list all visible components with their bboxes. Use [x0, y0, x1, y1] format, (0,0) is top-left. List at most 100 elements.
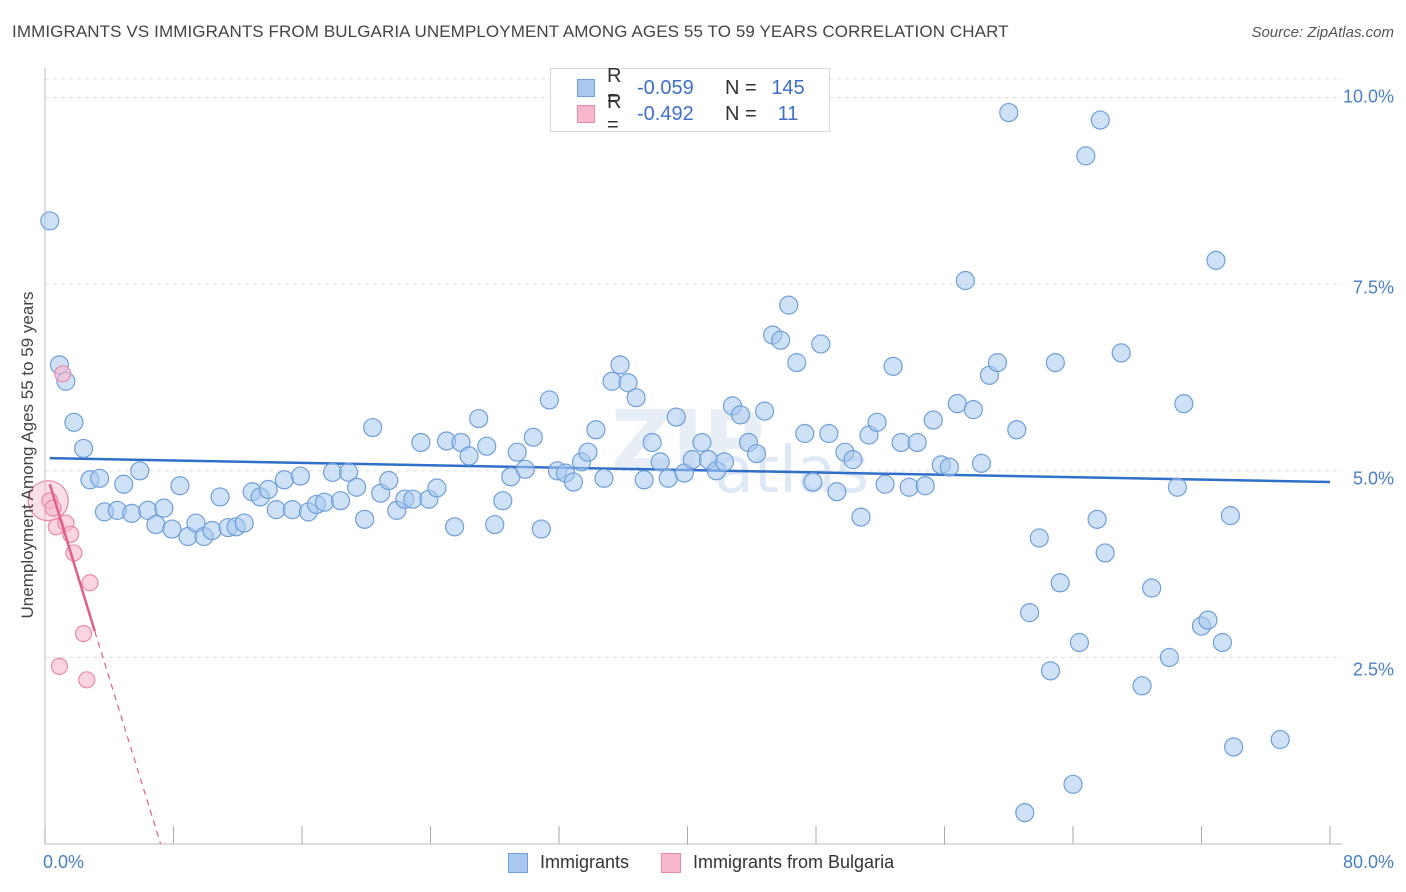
r-label: R = — [607, 65, 622, 110]
data-point-bulgaria — [50, 657, 69, 675]
data-point-immigrants — [485, 514, 505, 535]
data-point-immigrants — [642, 432, 662, 453]
data-point-bulgaria — [54, 365, 72, 383]
data-point-immigrants — [355, 509, 375, 529]
data-point-immigrants — [987, 353, 1008, 373]
data-point-immigrants — [1220, 506, 1241, 526]
data-point-immigrants — [1212, 632, 1232, 653]
data-point-immigrants — [1132, 676, 1152, 696]
data-point-immigrants — [779, 295, 799, 315]
x-tick-label: 80.0% — [1342, 852, 1394, 872]
y-axis-label: Unemployment Among Ages 55 to 59 years — [18, 291, 37, 619]
data-point-immigrants — [1069, 632, 1090, 653]
data-point-immigrants — [330, 491, 351, 511]
series-immigrants-bulgaria — [27, 365, 99, 689]
data-point-immigrants — [578, 442, 598, 462]
data-point-immigrants — [867, 412, 887, 432]
data-point-immigrants — [811, 334, 831, 354]
data-point-immigrants — [626, 388, 646, 408]
legend-item-bulgaria[interactable]: Immigrants from Bulgaria — [661, 852, 894, 873]
legend-swatch-pink — [577, 105, 595, 123]
legend-swatch-pink — [661, 852, 682, 873]
data-point-immigrants — [1040, 661, 1061, 681]
data-point-immigrants — [64, 412, 84, 432]
data-point-immigrants — [73, 438, 94, 459]
data-point-immigrants — [363, 417, 383, 438]
data-point-immigrants — [714, 452, 735, 472]
data-point-immigrants — [883, 356, 903, 376]
data-point-immigrants — [771, 330, 791, 350]
data-point-immigrants — [314, 492, 335, 512]
data-point-immigrants — [658, 468, 678, 488]
data-point-immigrants — [586, 420, 606, 440]
data-point-immigrants — [170, 476, 190, 496]
trend-line-bulgaria-extension — [94, 631, 162, 845]
data-point-immigrants — [282, 500, 302, 520]
data-point-immigrants — [162, 519, 182, 539]
data-point-immigrants — [843, 450, 863, 470]
data-point-immigrants — [379, 470, 399, 491]
y-tick-label: 10.0% — [1342, 86, 1394, 107]
data-point-immigrants — [692, 432, 712, 453]
legend-label: Immigrants from Bulgaria — [693, 852, 895, 872]
data-point-immigrants — [594, 468, 614, 488]
data-point-immigrants — [746, 444, 767, 464]
x-tick-label: 0.0% — [43, 852, 85, 872]
data-point-immigrants — [210, 487, 230, 507]
data-point-immigrants — [939, 457, 959, 477]
r-value: -0.492 — [637, 102, 694, 125]
data-point-immigrants — [682, 450, 702, 470]
data-point-immigrants — [114, 474, 134, 494]
data-point-immigrants — [1270, 729, 1290, 750]
data-point-immigrants — [130, 461, 150, 481]
legend-item-immigrants[interactable]: Immigrants — [508, 852, 629, 873]
series-immigrants — [40, 102, 1290, 823]
legend-swatch-blue — [508, 852, 528, 873]
data-point-immigrants — [539, 390, 559, 410]
data-point-immigrants — [907, 432, 927, 453]
data-point-immigrants — [1142, 578, 1162, 598]
data-point-immigrants — [947, 394, 967, 414]
data-point-immigrants — [1174, 394, 1194, 414]
data-point-immigrants — [459, 446, 479, 466]
data-point-immigrants — [1159, 647, 1179, 668]
source-label: Source: ZipAtlas.com — [1251, 24, 1394, 41]
data-point-immigrants — [90, 468, 110, 488]
data-point-immigrants — [427, 478, 447, 498]
data-point-immigrants — [274, 470, 294, 490]
data-point-immigrants — [322, 462, 343, 482]
data-point-immigrants — [963, 400, 984, 420]
data-point-immigrants — [819, 423, 839, 444]
data-point-immigrants — [803, 472, 823, 492]
data-point-immigrants — [154, 498, 174, 518]
data-point-immigrants — [1206, 250, 1226, 270]
n-label: N = — [725, 76, 757, 99]
data-point-immigrants — [891, 432, 911, 453]
data-point-immigrants — [258, 479, 278, 500]
r-label: R = — [607, 91, 622, 136]
data-point-immigrants — [266, 500, 286, 520]
data-point-immigrants — [1095, 543, 1115, 563]
legend-label: Immigrants — [540, 852, 630, 872]
data-point-immigrants — [730, 405, 751, 425]
y-tick-label: 5.0% — [1352, 468, 1394, 489]
grid-lines — [45, 78, 1342, 658]
data-point-immigrants — [754, 401, 775, 421]
data-point-immigrants — [40, 211, 60, 231]
legend-row-immigrants: R = -0.059 N = 145 — [551, 65, 813, 110]
correlation-legend: R = -0.059 N = 145 R = -0.492 N = 11 — [550, 65, 830, 136]
data-point-immigrants — [146, 514, 166, 535]
data-point-immigrants — [493, 491, 513, 511]
data-point-immigrants — [1087, 509, 1107, 529]
data-point-immigrants — [610, 355, 630, 375]
data-point-immigrants — [1015, 803, 1035, 823]
y-tick-label: 2.5% — [1352, 659, 1394, 680]
data-point-immigrants — [955, 270, 975, 291]
data-point-immigrants — [1076, 146, 1096, 166]
data-point-immigrants — [515, 459, 535, 479]
data-point-immigrants — [469, 408, 489, 429]
data-point-immigrants — [403, 489, 423, 509]
data-point-immigrants — [523, 427, 543, 447]
data-point-immigrants — [122, 503, 142, 523]
